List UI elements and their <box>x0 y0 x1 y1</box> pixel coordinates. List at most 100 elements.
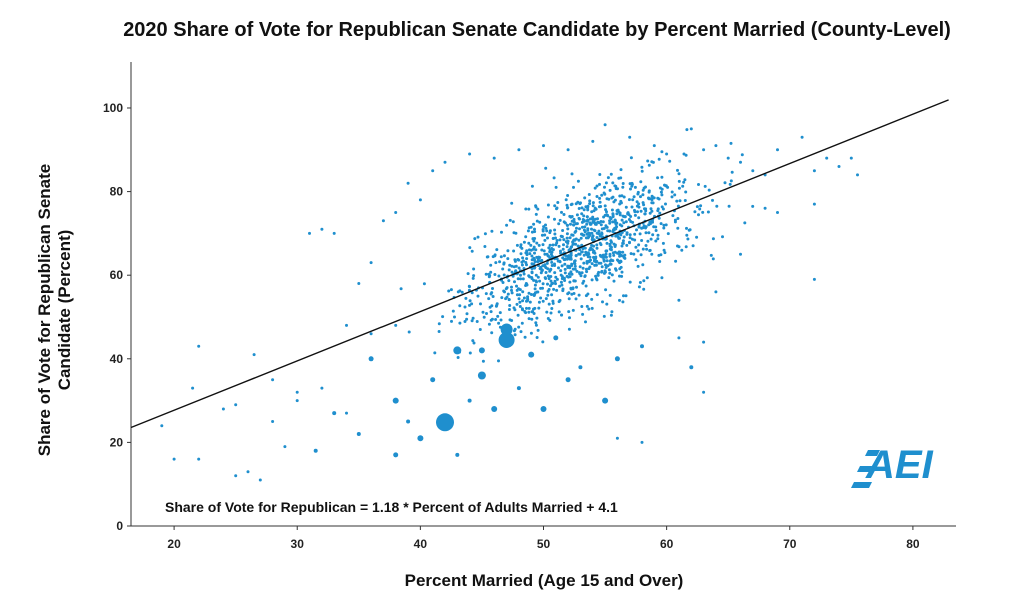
data-point <box>723 181 727 185</box>
data-point <box>632 252 636 256</box>
data-point <box>668 159 672 163</box>
data-point <box>729 179 733 183</box>
data-point <box>582 253 586 257</box>
data-point <box>607 276 611 280</box>
data-point <box>484 292 488 296</box>
data-point <box>550 307 554 310</box>
data-point <box>482 315 486 319</box>
data-point <box>172 457 176 461</box>
data-point <box>585 215 589 219</box>
data-point <box>697 183 700 186</box>
data-point <box>588 202 592 206</box>
data-point <box>507 298 511 301</box>
data-point <box>605 241 609 245</box>
data-point <box>436 413 454 432</box>
data-point <box>637 216 641 220</box>
data-point <box>399 287 403 291</box>
data-point <box>160 424 164 428</box>
data-point <box>511 220 515 224</box>
data-point <box>498 332 515 348</box>
data-point <box>616 251 619 255</box>
data-point <box>502 289 506 293</box>
data-point <box>562 258 566 262</box>
data-point <box>584 267 588 271</box>
data-point <box>496 314 500 318</box>
data-point <box>628 236 632 240</box>
data-point <box>699 204 703 208</box>
data-point <box>441 315 445 319</box>
data-point <box>563 271 567 275</box>
data-point <box>495 302 499 306</box>
data-point <box>637 285 641 289</box>
data-point <box>565 245 569 249</box>
data-point <box>622 256 626 259</box>
data-point <box>685 233 689 237</box>
data-point <box>467 284 471 288</box>
data-point <box>544 223 547 227</box>
data-point <box>702 148 706 152</box>
data-point <box>502 254 506 258</box>
data-point <box>620 244 624 248</box>
data-point <box>520 307 524 311</box>
data-point <box>604 252 608 256</box>
data-point <box>356 432 361 436</box>
data-point <box>627 198 631 202</box>
data-point <box>676 226 680 230</box>
data-point <box>608 188 612 192</box>
data-point <box>574 229 578 233</box>
data-point <box>611 215 615 219</box>
data-point <box>472 341 476 345</box>
data-point <box>644 185 647 189</box>
data-point <box>527 306 531 310</box>
data-point <box>536 260 540 264</box>
data-point <box>535 336 539 339</box>
data-point <box>695 205 699 209</box>
data-point <box>657 157 661 161</box>
data-point <box>394 211 398 214</box>
data-point <box>650 160 654 164</box>
data-point <box>491 406 498 412</box>
x-tick-label: 30 <box>291 537 305 551</box>
data-point <box>656 233 660 237</box>
data-point <box>487 275 491 279</box>
data-point <box>553 217 556 221</box>
data-point <box>530 254 534 258</box>
data-point <box>476 235 480 239</box>
data-point <box>635 200 639 204</box>
data-point <box>580 225 584 229</box>
data-point <box>592 228 596 232</box>
data-point <box>599 223 603 227</box>
data-point <box>707 188 711 192</box>
data-point <box>644 244 648 247</box>
data-point <box>612 279 616 283</box>
data-point <box>510 201 514 205</box>
data-point <box>453 346 462 355</box>
data-point <box>670 190 674 194</box>
data-point <box>478 347 485 354</box>
data-point <box>565 377 571 383</box>
data-point <box>639 209 643 213</box>
data-point <box>614 356 620 362</box>
data-point <box>605 249 609 253</box>
data-point <box>368 356 374 362</box>
data-point <box>543 233 547 237</box>
data-point <box>640 344 644 349</box>
data-point <box>650 198 654 202</box>
data-point <box>560 283 564 287</box>
data-point <box>568 280 572 284</box>
data-point <box>578 248 582 252</box>
data-point <box>197 457 201 461</box>
data-point <box>466 272 470 276</box>
data-point <box>510 270 514 274</box>
data-point <box>586 206 590 210</box>
data-point <box>620 270 624 274</box>
data-point <box>528 300 532 304</box>
data-point <box>578 217 581 221</box>
data-point <box>515 288 519 292</box>
data-point <box>458 304 462 308</box>
data-point <box>670 195 674 199</box>
data-point <box>606 176 610 180</box>
data-point <box>676 217 680 220</box>
data-point <box>541 340 545 344</box>
data-point <box>537 243 541 247</box>
